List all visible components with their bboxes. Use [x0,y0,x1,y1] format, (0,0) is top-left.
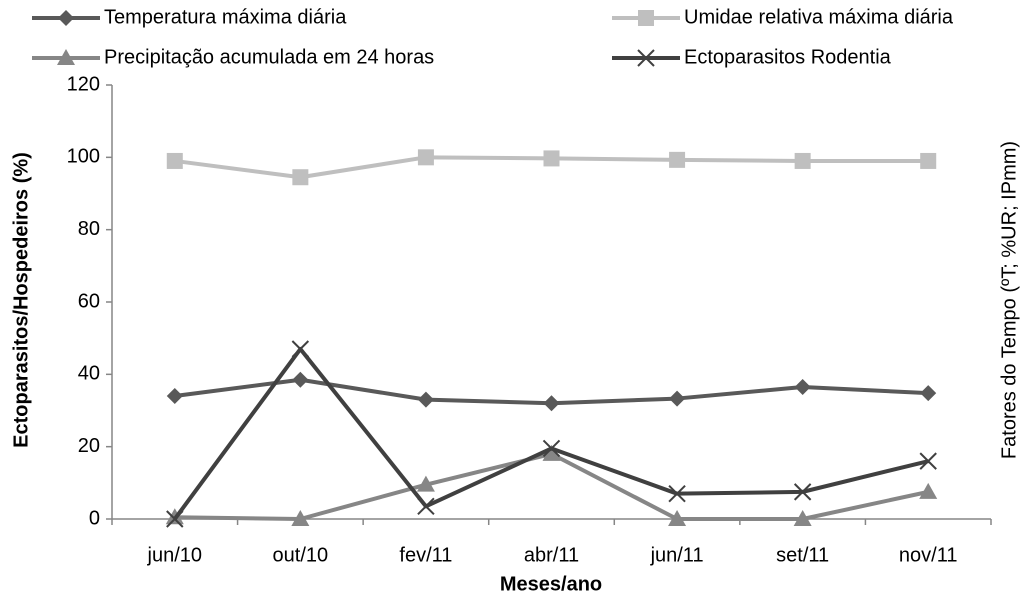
y-tick-label: 40 [78,363,100,385]
marker [417,149,434,166]
marker [166,152,183,169]
y-tick-label: 20 [78,435,100,457]
marker [543,395,560,412]
marker [794,152,811,169]
legend-label: Ectoparasitos Rodentia [684,46,892,68]
y-tick-label: 100 [67,146,100,168]
y-tick-label: 60 [78,290,100,312]
marker [669,390,686,407]
marker [919,482,938,499]
marker [57,49,75,65]
marker [637,49,655,67]
x-tick-label: abr/11 [524,544,579,566]
y-tick-label: 80 [78,218,100,240]
y-axis-label: Ectoparasitos/Hospedeiros (%) [10,152,32,448]
x-tick-label: nov/11 [899,544,958,566]
x-tick-label: jun/10 [147,544,203,566]
marker [417,497,435,516]
marker [793,483,812,501]
legend-label: Precipitação acumulada em 24 horas [104,46,434,68]
marker [542,439,561,458]
marker [416,475,435,492]
series-line [173,347,929,521]
marker [291,340,310,358]
x-tick-label: jun/11 [650,544,704,566]
legend-label: Umidae relativa máxima diária [684,6,954,28]
y-tick-label: 0 [89,507,100,529]
marker [292,169,309,186]
marker [166,388,183,405]
marker [58,10,74,26]
marker [920,385,937,402]
y-tick-label: 120 [67,73,100,95]
x-tick-label: set/11 [776,544,829,566]
marker [669,151,686,168]
x-tick-label: fev/11 [399,544,452,566]
marker [668,510,687,526]
marker [292,371,309,388]
marker [291,510,310,526]
series-line [174,451,929,521]
marker [794,378,811,395]
x-axis-label: Meses/ano [500,573,602,595]
marker [920,152,937,169]
marker [166,510,184,528]
marker [638,10,654,26]
y2-axis-label: Fatores do Tempo (ºT; %UR; IPmm) [998,141,1020,459]
marker [919,452,937,470]
x-tick-label: out/10 [273,544,329,566]
marker [543,150,560,167]
marker [542,444,561,461]
marker [668,484,686,503]
marker [793,510,812,526]
marker [417,391,434,408]
legend-label: Temperatura máxima diária [104,6,347,28]
